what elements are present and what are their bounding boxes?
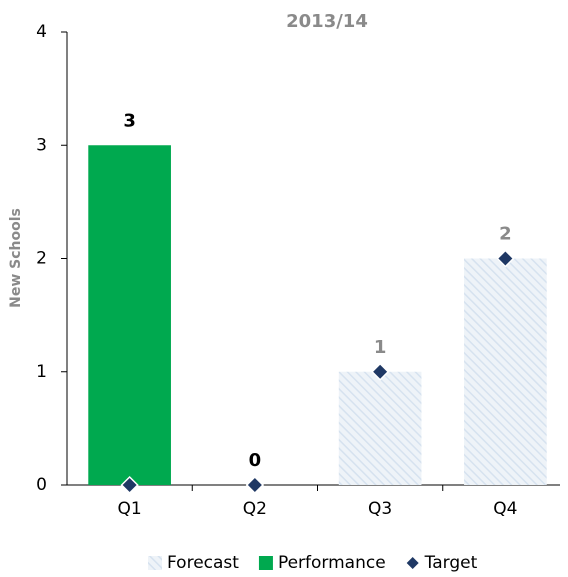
target-marker bbox=[496, 249, 515, 268]
data-label: 0 bbox=[249, 450, 262, 471]
y-tick-label: 4 bbox=[36, 22, 47, 42]
x-tick-label: Q2 bbox=[243, 499, 267, 519]
data-label: 1 bbox=[374, 337, 387, 358]
y-tick-label: 0 bbox=[36, 475, 47, 495]
target-marker bbox=[120, 475, 139, 495]
y-axis-label: New Schools bbox=[8, 208, 24, 308]
target-marker bbox=[245, 475, 264, 495]
y-tick-label: 3 bbox=[36, 135, 47, 155]
y-tick-label: 2 bbox=[36, 249, 47, 269]
legend-label: Performance bbox=[278, 553, 386, 573]
y-tick-label: 1 bbox=[36, 362, 47, 382]
target-marker bbox=[371, 362, 390, 381]
legend-swatch bbox=[148, 556, 162, 570]
data-label: 3 bbox=[123, 110, 136, 131]
x-tick-label: Q4 bbox=[493, 499, 517, 519]
legend-label: Forecast bbox=[167, 553, 239, 573]
bar bbox=[464, 258, 547, 485]
chart-title: 2013/14 bbox=[286, 11, 368, 32]
x-tick-label: Q3 bbox=[368, 499, 392, 519]
data-label: 2 bbox=[499, 224, 512, 245]
bar bbox=[338, 371, 422, 485]
legend-marker bbox=[406, 557, 419, 569]
bar bbox=[88, 145, 171, 485]
legend-swatch bbox=[258, 556, 273, 570]
x-tick-label: Q1 bbox=[118, 499, 142, 519]
legend-label: Target bbox=[424, 553, 478, 573]
